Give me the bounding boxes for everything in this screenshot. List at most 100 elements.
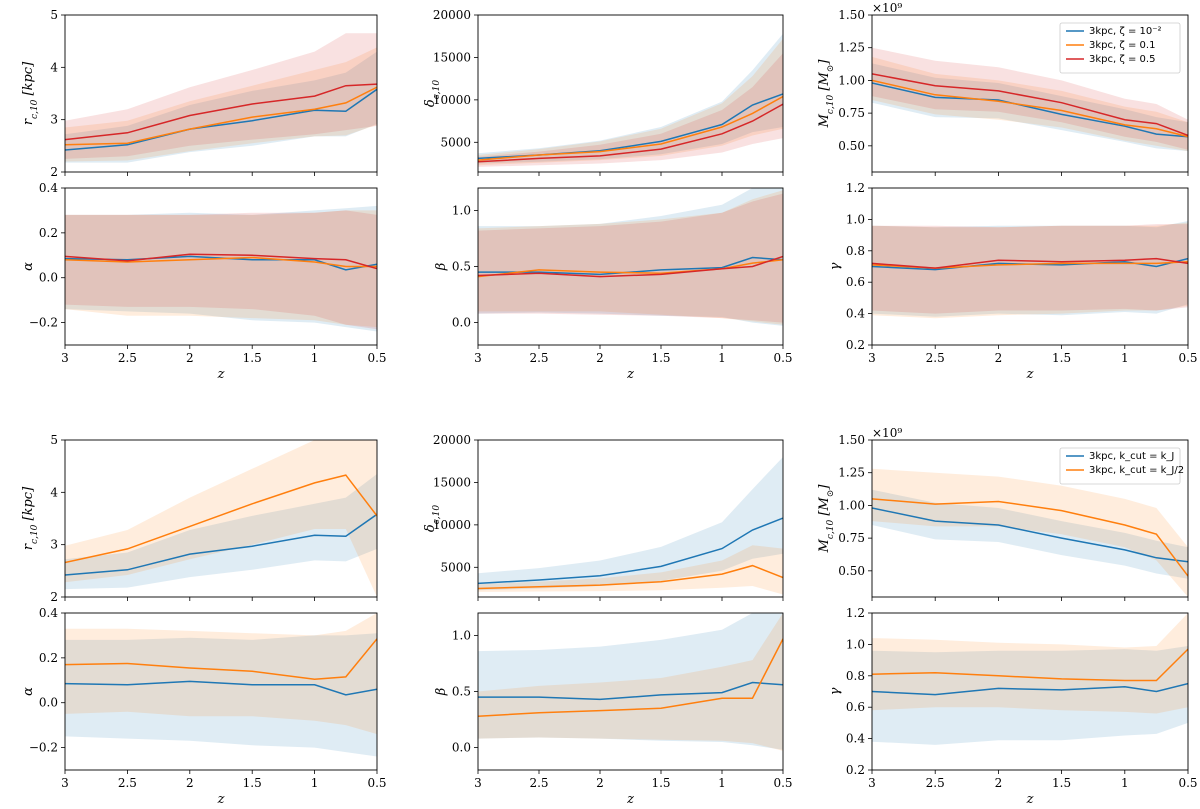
series-line-orange: [65, 86, 377, 146]
series-line-blue: [872, 257, 1188, 271]
series-line-blue: [478, 681, 783, 701]
series-line-red: [872, 73, 1188, 137]
x-tick-label: 1: [718, 351, 726, 365]
y-tick-label: 10000: [433, 93, 471, 107]
x-tick-label: 2: [995, 776, 1003, 790]
x-tick-label: 2: [186, 776, 194, 790]
x-tick-label: 1.5: [651, 776, 670, 790]
x-tick-label: 1.5: [651, 351, 670, 365]
y-tick-label: 5000: [440, 560, 471, 574]
band-red: [65, 33, 377, 159]
series-line-orange: [478, 638, 783, 717]
x-tick-label: 1: [311, 351, 319, 365]
legend-entry: 3kpc, ζ = 0.5: [1089, 54, 1155, 65]
axes-frame: [477, 14, 784, 173]
plot-area: [478, 33, 783, 167]
x-tick-label: 2.5: [926, 351, 945, 365]
y-tick-label: −0.2: [29, 741, 58, 755]
y-tick-label: 0.2: [39, 651, 58, 665]
y-tick-label: 0.75: [838, 531, 865, 545]
x-tick-label: 3: [474, 776, 482, 790]
series-line-orange: [478, 259, 783, 278]
panel-A-alpha: 3 2.5 2 1.5 1 0.5 −0.2 0.0 0.2 0.4 α z: [21, 181, 387, 382]
x-tick-label: 1: [718, 776, 726, 790]
plot-area: [65, 33, 377, 163]
x-tick-label: 1.5: [1052, 351, 1071, 365]
band-blue: [65, 51, 377, 163]
y-axis-label: β: [434, 263, 449, 272]
series-line-blue: [872, 682, 1188, 696]
y-tick-label: 0.4: [39, 181, 58, 195]
legend-entry: 3kpc, ζ = 0.1: [1089, 40, 1155, 51]
y-tick-label: 1.50: [838, 8, 865, 22]
series-line-blue: [872, 82, 1188, 138]
y-tick-label: 5000: [440, 135, 471, 149]
y-tick-label: 3: [50, 113, 58, 127]
series-line-red: [478, 255, 783, 278]
y-tick-label: 5: [50, 8, 58, 22]
band-blue: [65, 205, 377, 332]
y-tick-label: 20000: [433, 8, 471, 22]
y-tick-label: 1.50: [838, 433, 865, 447]
axes-frame: [64, 14, 378, 173]
x-tick-label: 2.5: [118, 351, 137, 365]
y-tick-label: 1.00: [838, 498, 865, 512]
panel-B-mass: 0.50 0.75 1.00 1.25 1.50 Mc,10 [M⊙] ×10⁹ 3kpc, …: [817, 426, 1189, 601]
y-axis-label: α: [21, 687, 36, 696]
x-axis-label: z: [626, 792, 634, 807]
series-line-orange: [478, 95, 783, 161]
legend-entry: 3kpc, k_cut = k_J/2: [1089, 465, 1184, 476]
x-tick-label: 2.5: [529, 776, 548, 790]
axes-frame: [871, 187, 1189, 346]
x-tick-label: 0.5: [367, 776, 386, 790]
series-line-red: [65, 83, 377, 141]
axes-frame: [871, 612, 1189, 771]
panel-A-rc: 2 3 4 5 rc,10 [kpc]: [21, 8, 378, 179]
series-line-orange: [65, 474, 377, 564]
y-axis-label: rc,10 [kpc]: [21, 61, 40, 125]
series-line-blue: [872, 507, 1188, 563]
band-blue: [65, 474, 377, 590]
band-red: [478, 193, 783, 323]
panel-A-delta: 5000 10000 15000 20000 δc,10: [423, 8, 784, 176]
axes-frame: [871, 439, 1189, 598]
band-orange: [478, 38, 783, 166]
band-red: [478, 53, 783, 167]
y-tick-label: 2: [50, 165, 58, 179]
plot-area: [872, 47, 1188, 152]
legend: 3kpc, ζ = 10⁻² 3kpc, ζ = 0.1 3kpc, ζ = 0.5: [1059, 22, 1181, 74]
axes-frame: [871, 14, 1189, 173]
legend-entry: 3kpc, ζ = 10⁻²: [1089, 26, 1162, 37]
plot-area: [872, 221, 1188, 319]
y-axis-label: δc,10: [423, 505, 442, 532]
band-orange: [478, 545, 783, 595]
band-blue: [872, 646, 1188, 745]
y-tick-label: 15000: [433, 475, 471, 489]
y-tick-label: 0.0: [452, 316, 471, 330]
legend-entry: 3kpc, k_cut = k_J: [1089, 451, 1174, 462]
x-tick-label: 2.5: [529, 351, 548, 365]
y-tick-label: 20000: [433, 433, 471, 447]
band-blue: [478, 613, 783, 750]
y-tick-label: 0.0: [452, 741, 471, 755]
y-tick-label: 1.25: [838, 41, 865, 55]
legend: 3kpc, k_cut = k_J 3kpc, k_cut = k_J/2: [1059, 447, 1184, 485]
y-tick-label: 0.4: [39, 606, 58, 620]
band-blue: [478, 457, 783, 591]
series-line-blue: [65, 255, 377, 271]
band-orange: [872, 468, 1188, 597]
x-tick-label: 2: [995, 351, 1003, 365]
x-axis-label: z: [626, 367, 634, 382]
panel-A-mass: 0.50 0.75 1.00 1.25 1.50 Mc,10 [M⊙] ×10⁹ 3kpc, …: [817, 1, 1189, 176]
y-tick-label: 0.5: [452, 685, 471, 699]
y-tick-label: 15000: [433, 50, 471, 64]
band-orange: [65, 210, 377, 328]
x-tick-label: 1.5: [243, 351, 262, 365]
y-tick-label: 0.8: [846, 244, 865, 258]
axes-frame: [64, 187, 378, 346]
y-tick-label: 1.00: [838, 73, 865, 87]
band-red: [872, 224, 1188, 314]
y-axis-label: Mc,10 [M⊙]: [817, 59, 836, 129]
x-axis-label: z: [217, 367, 225, 382]
